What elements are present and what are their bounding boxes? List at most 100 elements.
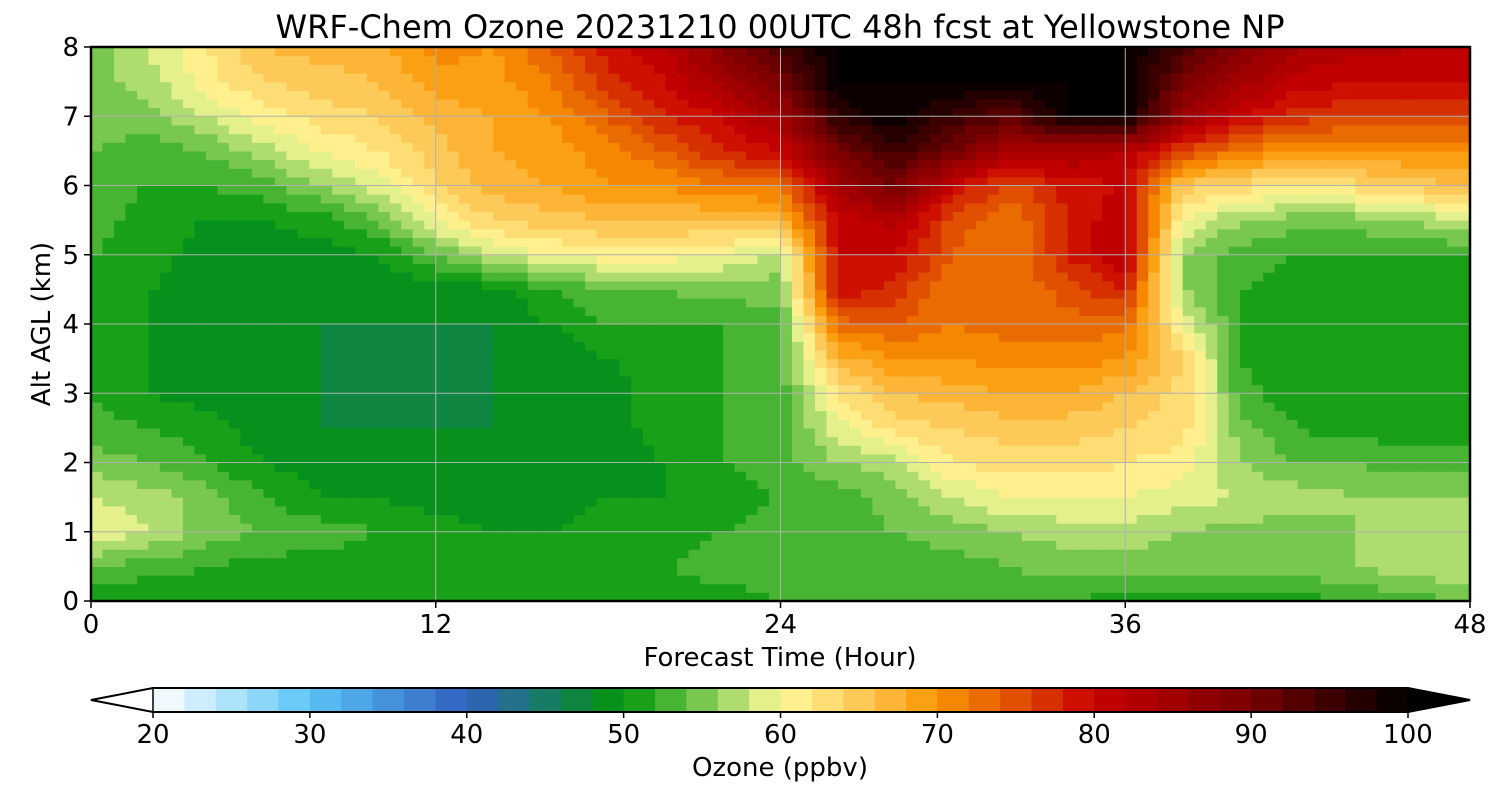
heatmap-cell <box>481 531 494 542</box>
heatmap-cell <box>860 306 874 316</box>
heatmap-cell <box>585 505 598 516</box>
heatmap-cell <box>677 324 690 334</box>
heatmap-cell <box>366 280 379 290</box>
heatmap-cell <box>1309 575 1322 585</box>
heatmap-cell <box>205 401 219 412</box>
heatmap-cell <box>619 427 632 438</box>
heatmap-cell <box>458 471 471 481</box>
heatmap-cell <box>458 436 471 446</box>
heatmap-cell <box>941 289 954 299</box>
heatmap-cell <box>998 575 1011 585</box>
heatmap-cell <box>941 479 954 490</box>
heatmap-cell <box>91 419 104 429</box>
heatmap-cell <box>723 393 736 403</box>
heatmap-cell <box>1113 384 1126 394</box>
heatmap-cell <box>1033 280 1046 290</box>
heatmap-cell <box>1355 488 1368 498</box>
heatmap-cell <box>1113 289 1126 299</box>
heatmap-cell <box>1401 488 1414 498</box>
heatmap-cell <box>309 324 322 334</box>
heatmap-cell <box>435 419 448 429</box>
heatmap-cell <box>401 375 414 386</box>
heatmap-cell <box>1355 575 1368 585</box>
heatmap-cell <box>631 332 644 342</box>
heatmap-cell <box>1274 254 1287 265</box>
heatmap-cell <box>1171 583 1184 593</box>
heatmap-cell <box>424 401 437 412</box>
heatmap-cell <box>987 592 1000 601</box>
heatmap-cell <box>872 462 885 472</box>
heatmap-cell <box>194 298 207 308</box>
heatmap-cell <box>872 272 885 282</box>
heatmap-cell <box>1355 315 1368 325</box>
heatmap-cell <box>1228 393 1241 403</box>
heatmap-cell <box>1286 488 1299 498</box>
heatmap-cell <box>251 272 264 282</box>
heatmap-cell <box>1435 272 1448 282</box>
heatmap-cell <box>401 540 414 550</box>
heatmap-cell <box>642 566 655 576</box>
heatmap-cell <box>343 341 356 351</box>
heatmap-cell <box>263 254 276 265</box>
heatmap-cell <box>470 254 483 265</box>
heatmap-cell <box>1067 246 1080 256</box>
heatmap-cell <box>837 324 851 334</box>
heatmap-cell <box>1447 575 1460 585</box>
heatmap-cell <box>1320 505 1333 516</box>
heatmap-cell <box>159 471 173 481</box>
heatmap-cell <box>1159 298 1172 308</box>
heatmap-cell <box>987 280 1000 290</box>
heatmap-cell <box>159 531 173 542</box>
heatmap-cell <box>665 575 678 585</box>
heatmap-cell <box>240 324 253 334</box>
heatmap-cell <box>1148 514 1161 524</box>
heatmap-cell <box>1297 436 1310 446</box>
heatmap-cell <box>1228 384 1241 394</box>
heatmap-cell <box>182 531 196 542</box>
heatmap-cell <box>1194 324 1207 334</box>
heatmap-cell <box>1056 531 1069 542</box>
heatmap-cell <box>987 427 1000 438</box>
heatmap-cell <box>688 557 701 567</box>
heatmap-cell <box>447 583 460 593</box>
heatmap-cell <box>1136 410 1149 420</box>
heatmap-cell <box>343 349 356 360</box>
heatmap-cell <box>1274 497 1287 507</box>
heatmap-cell <box>1010 575 1023 585</box>
heatmap-cell <box>1033 375 1046 386</box>
heatmap-cell <box>1412 375 1425 386</box>
heatmap-cell <box>182 298 196 308</box>
heatmap-cell <box>355 254 368 265</box>
heatmap-cell <box>424 358 437 368</box>
heatmap-cell <box>1171 401 1184 412</box>
heatmap-cell <box>263 488 276 498</box>
heatmap-cell <box>780 462 793 472</box>
heatmap-cell <box>1217 289 1230 299</box>
heatmap-cell <box>665 471 678 481</box>
heatmap-cell <box>1297 549 1310 559</box>
heatmap-cell <box>1424 566 1437 576</box>
heatmap-cell <box>412 505 425 516</box>
heatmap-cell <box>102 272 115 282</box>
heatmap-cell <box>516 246 529 256</box>
heatmap-cell <box>113 367 127 377</box>
heatmap-cell <box>596 367 609 377</box>
heatmap-cell <box>1263 445 1276 455</box>
heatmap-cell <box>1159 375 1172 386</box>
heatmap-cell <box>1447 332 1460 342</box>
heatmap-cell <box>780 453 793 464</box>
heatmap-cell <box>860 289 874 299</box>
heatmap-cell <box>791 557 805 567</box>
heatmap-cell <box>1033 445 1046 455</box>
heatmap-cell <box>539 289 552 299</box>
heatmap-cell <box>1435 419 1448 429</box>
heatmap-cell <box>1079 453 1092 464</box>
heatmap-cell <box>320 419 333 429</box>
heatmap-cell <box>1274 246 1287 256</box>
heatmap-cell <box>872 540 885 550</box>
heatmap-cell <box>1424 298 1437 308</box>
heatmap-cell <box>228 479 241 490</box>
heatmap-cell <box>1251 557 1264 567</box>
heatmap-cell <box>757 557 770 567</box>
heatmap-cell <box>1194 592 1207 601</box>
